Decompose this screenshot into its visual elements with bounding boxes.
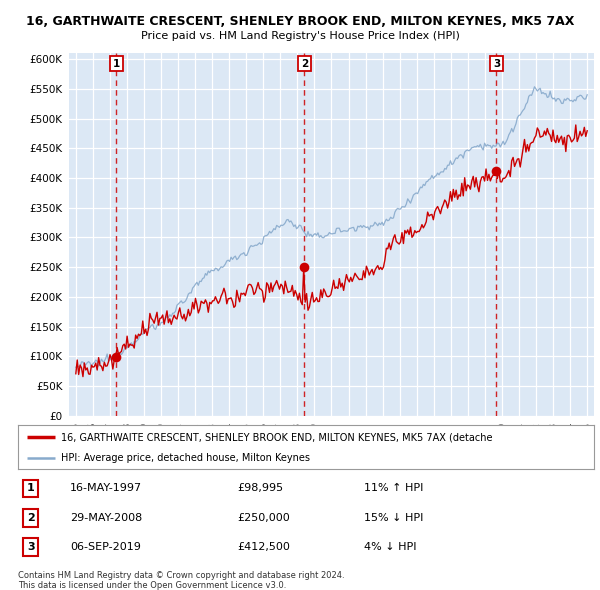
- Text: 2: 2: [301, 58, 308, 68]
- Text: This data is licensed under the Open Government Licence v3.0.: This data is licensed under the Open Gov…: [18, 581, 286, 589]
- Text: £412,500: £412,500: [237, 542, 290, 552]
- Text: 16, GARTHWAITE CRESCENT, SHENLEY BROOK END, MILTON KEYNES, MK5 7AX: 16, GARTHWAITE CRESCENT, SHENLEY BROOK E…: [26, 15, 574, 28]
- Text: Price paid vs. HM Land Registry's House Price Index (HPI): Price paid vs. HM Land Registry's House …: [140, 31, 460, 41]
- Text: 16, GARTHWAITE CRESCENT, SHENLEY BROOK END, MILTON KEYNES, MK5 7AX (detache: 16, GARTHWAITE CRESCENT, SHENLEY BROOK E…: [61, 432, 493, 442]
- Text: Contains HM Land Registry data © Crown copyright and database right 2024.: Contains HM Land Registry data © Crown c…: [18, 571, 344, 580]
- Text: 1: 1: [27, 483, 35, 493]
- Text: £250,000: £250,000: [237, 513, 290, 523]
- Text: 1: 1: [113, 58, 120, 68]
- Text: 29-MAY-2008: 29-MAY-2008: [70, 513, 142, 523]
- Text: 11% ↑ HPI: 11% ↑ HPI: [364, 483, 423, 493]
- Text: 06-SEP-2019: 06-SEP-2019: [70, 542, 141, 552]
- Text: 2: 2: [27, 513, 35, 523]
- Text: £98,995: £98,995: [237, 483, 283, 493]
- Text: 15% ↓ HPI: 15% ↓ HPI: [364, 513, 423, 523]
- Text: 4% ↓ HPI: 4% ↓ HPI: [364, 542, 416, 552]
- Text: 16-MAY-1997: 16-MAY-1997: [70, 483, 142, 493]
- Text: 3: 3: [27, 542, 34, 552]
- Text: 3: 3: [493, 58, 500, 68]
- Text: HPI: Average price, detached house, Milton Keynes: HPI: Average price, detached house, Milt…: [61, 453, 310, 463]
